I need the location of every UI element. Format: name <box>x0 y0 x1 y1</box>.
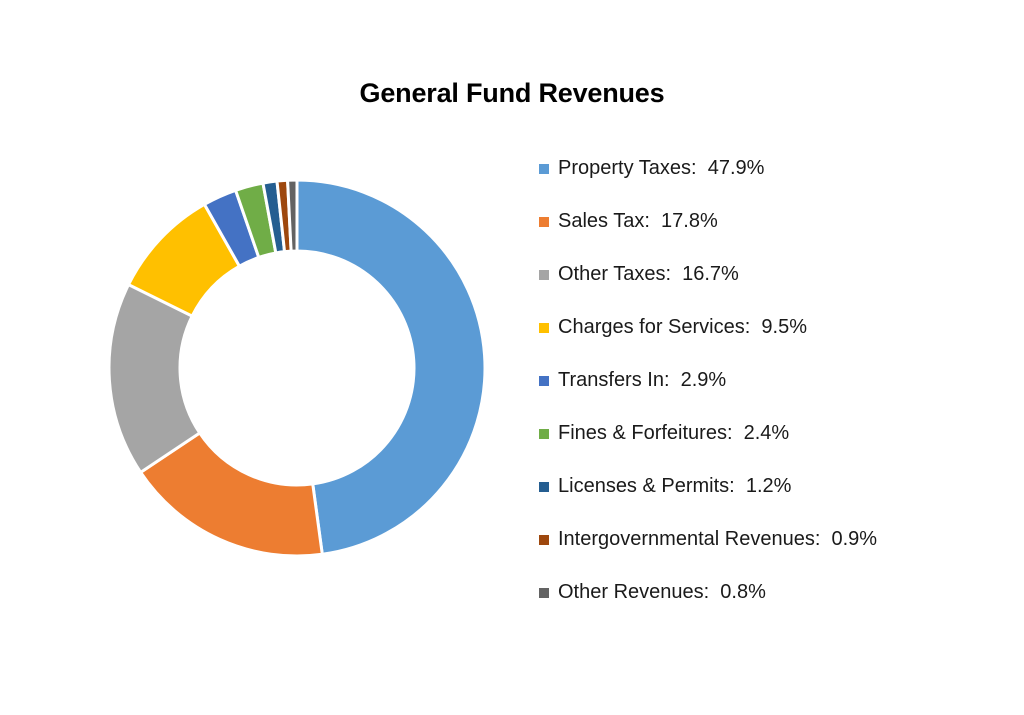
legend-label: Other Revenues: 0.8% <box>558 581 766 603</box>
legend-swatch <box>539 217 549 227</box>
legend-label: Sales Tax: 17.8% <box>558 210 718 232</box>
legend-swatch <box>539 376 549 386</box>
legend-item: Other Taxes: 16.7% <box>539 259 999 312</box>
legend-swatch <box>539 588 549 598</box>
legend-swatch <box>539 164 549 174</box>
legend-label: Licenses & Permits: 1.2% <box>558 475 792 497</box>
legend-swatch <box>539 270 549 280</box>
legend-label: Other Taxes: 16.7% <box>558 263 739 285</box>
legend-swatch <box>539 429 549 439</box>
legend-item: Transfers In: 2.9% <box>539 365 999 418</box>
legend-label: Intergovernmental Revenues: 0.9% <box>558 528 878 550</box>
legend-label: Fines & Forfeitures: 2.4% <box>558 422 790 444</box>
chart-title: General Fund Revenues <box>359 78 665 108</box>
legend-item: Charges for Services: 9.5% <box>539 312 999 365</box>
legend-item: Fines & Forfeitures: 2.4% <box>539 418 999 471</box>
legend-item: Sales Tax: 17.8% <box>539 206 999 259</box>
legend-label: Charges for Services: 9.5% <box>558 316 807 338</box>
legend-item: Intergovernmental Revenues: 0.9% <box>539 524 999 577</box>
legend-label: Property Taxes: 47.9% <box>558 157 765 179</box>
legend-swatch <box>539 482 549 492</box>
legend-swatch <box>539 323 549 333</box>
legend-item: Other Revenues: 0.8% <box>539 577 999 630</box>
legend-item: Property Taxes: 47.9% <box>539 153 999 206</box>
legend-label: Transfers In: 2.9% <box>558 369 727 391</box>
legend-item: Licenses & Permits: 1.2% <box>539 471 999 524</box>
donut-slice-other-revenues <box>285 178 299 253</box>
legend-swatch <box>539 535 549 545</box>
chart-legend: Property Taxes: 47.9% Sales Tax: 17.8% Oth… <box>539 153 999 630</box>
donut-slice-property-taxes <box>295 178 487 556</box>
